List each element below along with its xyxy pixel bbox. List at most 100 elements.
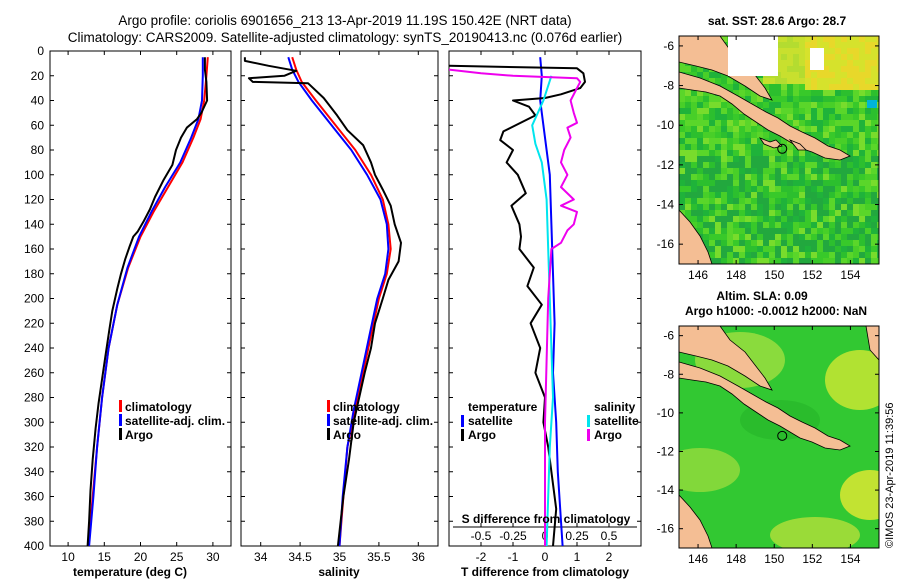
sst-pixel: [751, 144, 757, 150]
sst-pixel: [853, 78, 859, 84]
series-climatology: [291, 56, 392, 546]
sst-pixel: [727, 78, 733, 84]
sst-pixel: [811, 198, 817, 204]
temperature-plot-frame: [49, 50, 232, 547]
sst-pixel: [847, 198, 853, 204]
sst-pixel: [823, 114, 829, 120]
sst-pixel: [805, 126, 811, 132]
x-tick-label: 34.5: [288, 550, 312, 564]
sst-pixel: [763, 228, 769, 234]
sst-pixel: [829, 240, 835, 246]
sst-pixel: [745, 96, 751, 102]
sst-pixel: [787, 210, 793, 216]
sst-pixel: [745, 252, 751, 258]
sst-pixel: [685, 150, 691, 156]
sst-pixel: [829, 36, 835, 42]
sst-pixel: [847, 84, 853, 90]
sla-anomaly: [840, 470, 879, 520]
sst-pixel: [733, 108, 739, 114]
sst-pixel: [727, 198, 733, 204]
sst-pixel: [865, 120, 871, 126]
sst-pixel: [829, 120, 835, 126]
sst-pixel: [829, 42, 835, 48]
sst-pixel: [787, 96, 793, 102]
sst-pixel: [841, 204, 847, 210]
sst-pixel: [787, 204, 793, 210]
sst-pixel: [697, 108, 703, 114]
map-x-tick-label: 152: [802, 268, 822, 282]
sst-pixel: [751, 90, 757, 96]
sst-pixel: [787, 114, 793, 120]
sla-map-frame: [678, 325, 880, 549]
sst-pixel: [823, 168, 829, 174]
sst-pixel: [871, 144, 877, 150]
sst-pixel: [871, 174, 877, 180]
sst-pixel: [853, 156, 859, 162]
sst-pixel: [679, 168, 685, 174]
sst-pixel: [709, 162, 715, 168]
sst-pixel: [733, 222, 739, 228]
sst-pixel: [691, 138, 697, 144]
sst-pixel: [721, 120, 727, 126]
sst-pixel: [829, 162, 835, 168]
sst-pixel: [823, 54, 829, 60]
sst-pixel: [757, 180, 763, 186]
sst-pixel: [685, 102, 691, 108]
sst-pixel: [691, 222, 697, 228]
sst-pixel: [877, 246, 879, 252]
sst-pixel: [781, 216, 787, 222]
sst-pixel: [691, 168, 697, 174]
sst-pixel: [835, 126, 841, 132]
sst-pixel: [709, 252, 715, 258]
sst-pixel: [865, 222, 871, 228]
sst-pixel: [823, 132, 829, 138]
s-x-tick-label: -0.25: [499, 529, 527, 543]
x-tick-label: 0: [542, 550, 549, 564]
sst-pixel: [835, 90, 841, 96]
sst-pixel: [781, 240, 787, 246]
sst-pixel: [775, 222, 781, 228]
sst-pixel: [877, 108, 879, 114]
sst-pixel: [793, 120, 799, 126]
sst-pixel: [877, 132, 879, 138]
sst-pixel: [871, 186, 877, 192]
sst-pixel: [787, 144, 793, 150]
sst-pixel: [691, 198, 697, 204]
sst-pixel: [817, 96, 823, 102]
sst-pixel: [691, 186, 697, 192]
sst-pixel: [799, 192, 805, 198]
sst-pixel: [811, 240, 817, 246]
sst-pixel: [841, 144, 847, 150]
map-x-tick-label: 152: [802, 552, 822, 566]
sst-pixel: [811, 258, 817, 264]
sst-pixel: [685, 186, 691, 192]
sst-pixel: [811, 162, 817, 168]
sst-pixel: [793, 66, 799, 72]
sst-pixel: [763, 234, 769, 240]
sst-pixel: [877, 168, 879, 174]
sst-pixel: [871, 90, 877, 96]
sst-pixel: [799, 114, 805, 120]
sst-pixel: [745, 216, 751, 222]
sst-pixel: [853, 174, 859, 180]
y-tick-label: 340: [24, 465, 44, 479]
sst-pixel: [721, 138, 727, 144]
sst-pixel: [853, 126, 859, 132]
sst-pixel: [811, 204, 817, 210]
sst-pixel: [745, 222, 751, 228]
sst-pixel: [781, 36, 787, 42]
legend-label-climatology: climatology: [333, 400, 400, 414]
sst-pixel: [685, 210, 691, 216]
legend-title-temperature: temperature: [468, 400, 538, 414]
sst-pixel: [793, 54, 799, 60]
imos-credit: ©IMOS 23-Apr-2019 11:39:56: [884, 403, 896, 548]
sst-pixel: [853, 144, 859, 150]
sst-pixel: [805, 78, 811, 84]
sst-pixel: [727, 84, 733, 90]
sst-pixel: [721, 222, 727, 228]
map-y-tick-label: -12: [657, 158, 675, 172]
sst-pixel: [715, 120, 721, 126]
sst-pixel: [823, 60, 829, 66]
sst-pixel: [697, 216, 703, 222]
sst-pixel: [805, 60, 811, 66]
